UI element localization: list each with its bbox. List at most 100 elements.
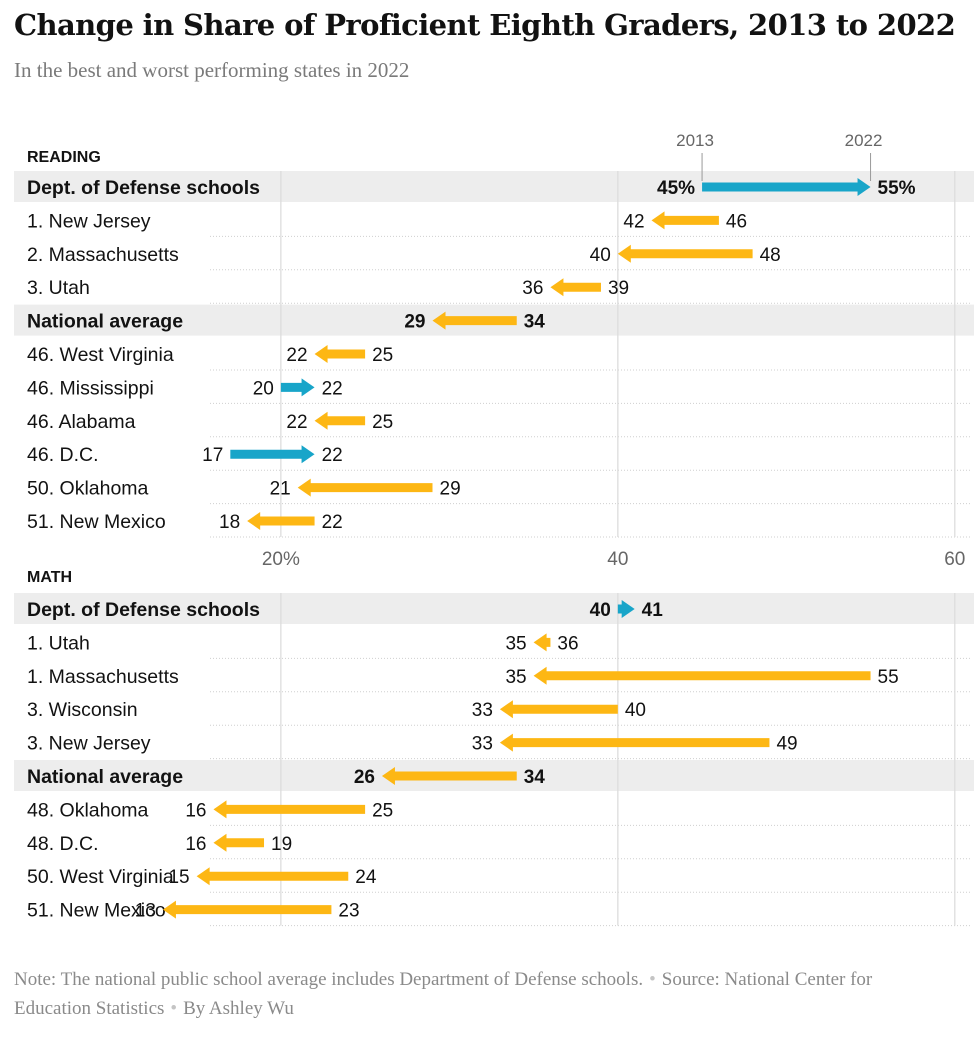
value-2013-label: 49 (776, 734, 797, 755)
row-label: 3. New Jersey (27, 733, 151, 755)
value-2022-label: 35 (505, 667, 526, 688)
value-2013-label: 55 (878, 667, 899, 688)
value-2013-label: 23 (338, 901, 359, 922)
value-2013-label: 34 (524, 767, 546, 788)
x-tick-label: 40 (607, 549, 628, 570)
change-arrow (381, 767, 517, 785)
note-text: Note: The national public school average… (14, 969, 644, 990)
change-arrow (230, 445, 315, 464)
change-arrow (617, 244, 753, 263)
change-arrow (432, 311, 517, 330)
row-label: Dept. of Defense schools (27, 599, 260, 621)
value-2022-label: 16 (185, 834, 206, 855)
value-2022-label: 40 (590, 245, 611, 266)
row-label: 46. D.C. (27, 444, 99, 466)
legend-year-label: 2013 (676, 131, 714, 150)
change-arrow (499, 700, 618, 719)
value-2013-label: 25 (372, 800, 393, 821)
chart-subtitle: In the best and worst performing states … (14, 58, 410, 82)
value-2022-label: 33 (472, 734, 493, 755)
value-2013-label: 24 (355, 867, 377, 888)
value-2013-label: 39 (608, 278, 629, 299)
change-arrow (533, 666, 871, 685)
value-2013-label: 46 (726, 211, 747, 232)
value-2022-label: 18 (219, 512, 240, 533)
row-label: National average (27, 311, 183, 333)
value-2022-label: 26 (354, 767, 375, 788)
value-2022-label: 35 (505, 633, 526, 654)
legend-year-label: 2022 (845, 131, 883, 150)
change-arrow (213, 833, 265, 852)
change-arrow (196, 867, 349, 886)
row-label: 48. Oklahoma (27, 799, 149, 821)
value-2013-label: 45% (657, 178, 695, 199)
change-arrow (280, 378, 315, 397)
value-2013-label: 29 (440, 479, 461, 500)
value-2013-label: 48 (760, 245, 781, 266)
value-2013-label: 36 (557, 633, 578, 654)
change-arrow (499, 733, 770, 752)
x-tick-label: 60 (944, 549, 965, 570)
row-label: 46. Mississippi (27, 377, 154, 399)
change-arrow (297, 478, 433, 497)
value-2022-label: 15 (168, 867, 189, 888)
change-arrow (314, 345, 366, 363)
value-2013-label: 20 (253, 378, 274, 399)
value-2022-label: 22 (322, 445, 343, 466)
value-2013-label: 17 (202, 445, 223, 466)
change-arrow (314, 411, 366, 430)
change-arrow (702, 178, 871, 196)
value-2022-label: 36 (522, 278, 543, 299)
change-arrow (533, 633, 551, 652)
value-2013-label: 22 (322, 512, 343, 533)
row-label: 50. Oklahoma (27, 478, 149, 500)
value-2022-label: 42 (623, 211, 644, 232)
value-2013-label: 40 (625, 700, 646, 721)
section-title: MATH (27, 569, 72, 586)
footer-note: Note: The national public school average… (14, 965, 954, 1023)
row-label: National average (27, 766, 183, 788)
value-2022-label: 55% (878, 178, 916, 199)
section-title: READING (27, 149, 101, 166)
value-2022-label: 16 (185, 800, 206, 821)
byline-text: By Ashley Wu (183, 998, 294, 1019)
change-arrow (162, 900, 332, 919)
value-2022-label: 22 (286, 412, 307, 433)
row-label: 1. Utah (27, 632, 90, 654)
value-2013-label: 25 (372, 412, 393, 433)
value-2013-label: 34 (524, 312, 546, 333)
value-2022-label: 13 (135, 901, 156, 922)
change-arrow (617, 600, 635, 618)
value-2013-label: 25 (372, 345, 393, 366)
change-arrow (247, 512, 315, 530)
chart-title: Change in Share of Proficient Eighth Gra… (14, 8, 956, 42)
value-2022-label: 22 (322, 378, 343, 399)
x-tick-label: 20% (262, 549, 300, 570)
source-text: Source: National Center for Education St… (14, 969, 873, 1019)
value-2022-label: 22 (286, 345, 307, 366)
highlight-row-bg (14, 593, 974, 624)
row-label: Dept. of Defense schools (27, 177, 260, 199)
row-label: 50. West Virginia (27, 866, 174, 888)
row-label: 51. New Mexico (27, 900, 166, 922)
row-label: 1. New Jersey (27, 210, 151, 232)
row-label: 51. New Mexico (27, 511, 166, 533)
value-2013-label: 19 (271, 834, 292, 855)
row-label: 1. Massachusetts (27, 666, 179, 688)
value-2022-label: 41 (642, 600, 664, 621)
row-label: 2. Massachusetts (27, 244, 179, 266)
row-label: 3. Wisconsin (27, 699, 138, 721)
separator-dot: • (170, 998, 178, 1019)
change-arrow (651, 211, 719, 230)
row-label: 48. D.C. (27, 833, 99, 855)
value-2022-label: 21 (270, 479, 291, 500)
value-2022-label: 29 (404, 312, 425, 333)
value-2013-label: 40 (590, 600, 611, 621)
change-arrow (213, 800, 366, 819)
change-arrow (550, 278, 601, 297)
row-label: 3. Utah (27, 277, 90, 299)
row-label: 46. Alabama (27, 411, 136, 433)
value-2022-label: 33 (472, 700, 493, 721)
row-label: 46. West Virginia (27, 344, 174, 366)
